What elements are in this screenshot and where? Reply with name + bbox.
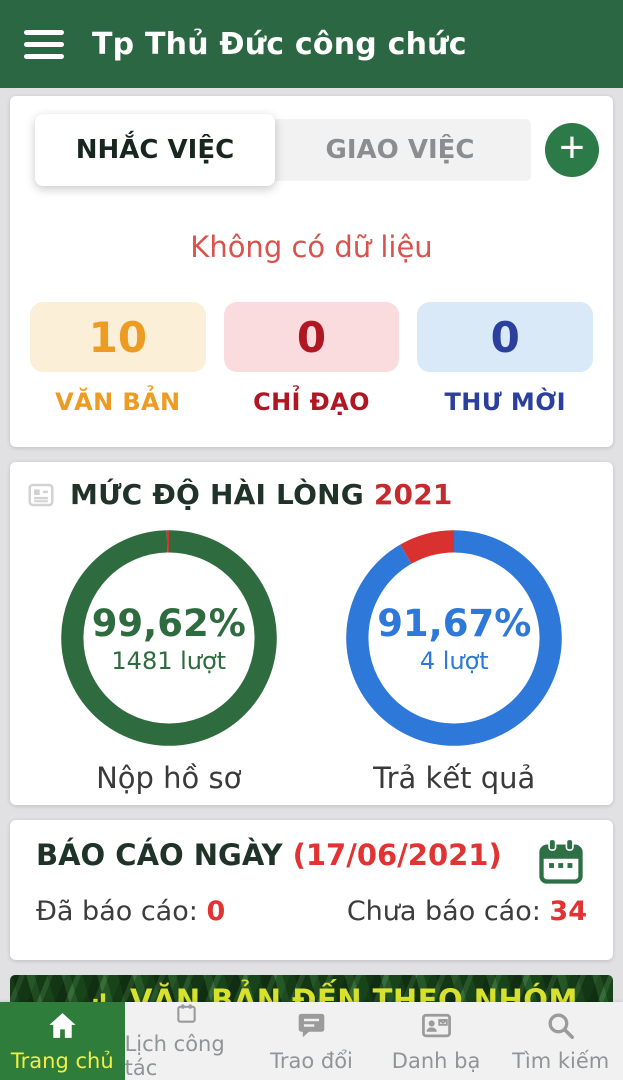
stat-chi-dao[interactable]: 0 CHỈ ĐẠO xyxy=(223,302,400,416)
percent-value: 99,62% xyxy=(91,601,246,645)
stat-value-box: 0 xyxy=(223,302,400,372)
calendar-icon xyxy=(177,1004,197,1023)
chart-icon xyxy=(93,993,113,1003)
menu-icon[interactable] xyxy=(24,29,64,59)
nav-item-tim-kiem[interactable]: Tìm kiếm xyxy=(498,1002,623,1080)
add-button[interactable]: + xyxy=(545,123,599,177)
report-counts-row: Đã báo cáo: 0 Chưa báo cáo: 34 xyxy=(36,896,587,927)
calendar-icon[interactable] xyxy=(535,836,587,888)
stat-thu-moi[interactable]: 0 THƯ MỜI xyxy=(417,302,594,416)
daily-report-card: BÁO CÁO NGÀY (17/06/2021) Đã báo cáo: 0 … xyxy=(10,820,613,960)
satisfaction-year: 2021 xyxy=(373,478,453,511)
search-icon xyxy=(548,1013,575,1039)
nav-item-trang-chu[interactable]: Trang chủ xyxy=(0,1002,125,1080)
count-value: 4 lượt xyxy=(419,646,489,675)
stat-label: CHỈ ĐẠO xyxy=(253,388,370,416)
chart-caption: Nộp hồ sơ xyxy=(96,761,242,795)
stat-label: THƯ MỜI xyxy=(444,388,566,416)
app-title: Tp Thủ Đức công chức xyxy=(92,26,467,62)
stat-label: VĂN BẢN xyxy=(55,388,181,416)
report-date: (17/06/2021) xyxy=(292,838,502,872)
stat-value-box: 10 xyxy=(30,302,206,372)
donut-nop-ho-so: 99,62% 1481 lượt Nộp hồ sơ xyxy=(26,521,312,795)
tasks-card: NHẮC VIỆC GIAO VIỆC + Không có dữ liệu 1… xyxy=(10,96,613,447)
satisfaction-card: MỨC ĐỘ HÀI LÒNG 2021 99,62% 1481 lư xyxy=(10,462,613,805)
percent-value: 91,67% xyxy=(377,601,532,645)
donut-chart: 99,62% 1481 lượt xyxy=(53,521,285,755)
news-icon xyxy=(28,483,54,506)
donut-tra-ket-qua: 91,67% 4 lượt Trả kết quả xyxy=(312,521,598,795)
stat-van-ban[interactable]: 10 VĂN BẢN xyxy=(30,302,206,416)
report-header: BÁO CÁO NGÀY (17/06/2021) xyxy=(36,838,587,872)
chart-caption: Trả kết quả xyxy=(373,761,536,795)
main-content: NHẮC VIỆC GIAO VIỆC + Không có dữ liệu 1… xyxy=(0,88,623,1080)
stat-value: 10 xyxy=(88,312,148,362)
satisfaction-title: MỨC ĐỘ HÀI LÒNG 2021 xyxy=(70,478,453,511)
tab-bar: NHẮC VIỆC GIAO VIỆC + xyxy=(35,114,599,186)
satisfaction-header: MỨC ĐỘ HÀI LÒNG 2021 xyxy=(26,478,597,511)
home-icon xyxy=(49,1013,76,1038)
donut-charts-row: 99,62% 1481 lượt Nộp hồ sơ xyxy=(26,521,597,795)
contacts-icon xyxy=(421,1013,451,1038)
nav-item-danh-ba[interactable]: Danh bạ xyxy=(374,1002,499,1080)
banner-title: VĂN BẢN ĐẾN THEO NHÓM xyxy=(130,983,578,1003)
count-value: 1481 lượt xyxy=(111,646,227,675)
stat-value: 0 xyxy=(490,312,520,362)
nav-item-lich-cong-tac[interactable]: Lịch công tác xyxy=(125,1002,250,1080)
tab-nhac-viec[interactable]: NHẮC VIỆC xyxy=(35,114,275,186)
stats-row: 10 VĂN BẢN 0 CHỈ ĐẠO 0 THƯ MỜI xyxy=(30,302,594,416)
bottom-nav: Trang chủ Lịch công tác Trao đổi xyxy=(0,1002,623,1080)
reported-count: Đã báo cáo: 0 xyxy=(36,896,226,927)
incoming-docs-banner[interactable]: VĂN BẢN ĐẾN THEO NHÓM xyxy=(10,975,613,1003)
report-title: BÁO CÁO NGÀY (17/06/2021) xyxy=(36,838,502,872)
empty-message: Không có dữ liệu xyxy=(190,230,433,264)
nav-item-trao-doi[interactable]: Trao đổi xyxy=(249,1002,374,1080)
stat-value-box: 0 xyxy=(417,302,594,372)
app-header: Tp Thủ Đức công chức xyxy=(0,0,623,88)
not-reported-count: Chưa báo cáo: 34 xyxy=(346,896,587,927)
chat-icon xyxy=(298,1013,325,1038)
tab-giao-viec[interactable]: GIAO VIỆC xyxy=(269,119,531,181)
donut-chart: 91,67% 4 lượt xyxy=(338,521,570,755)
stat-value: 0 xyxy=(296,312,327,362)
